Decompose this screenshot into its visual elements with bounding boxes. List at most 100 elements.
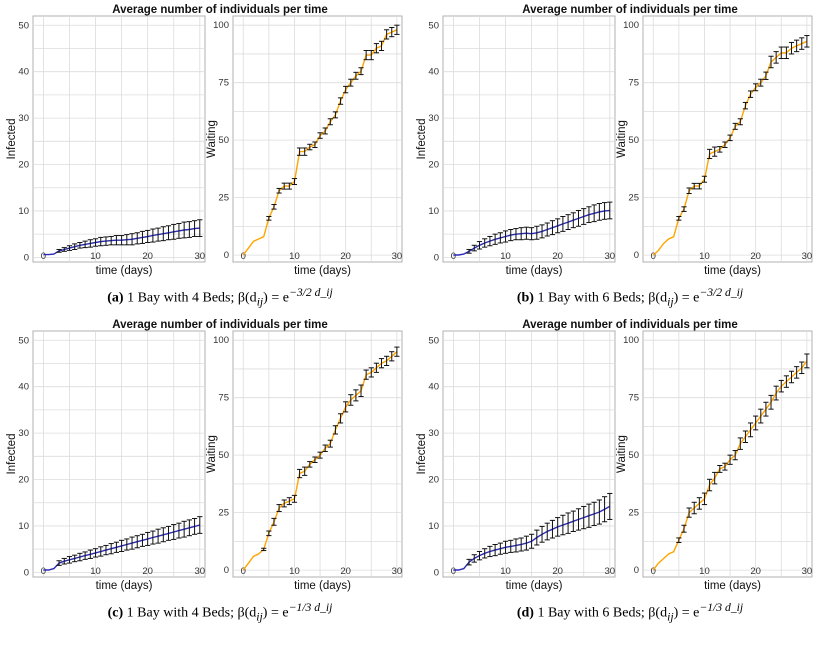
x-axis-label: time (days) (294, 265, 351, 277)
error-bar (327, 439, 333, 448)
x-tick-label: 10 (500, 251, 511, 262)
caption-subscript: ij (667, 295, 674, 309)
error-bar (139, 230, 146, 244)
x-tick-label: 10 (699, 251, 710, 262)
error-bar (691, 182, 697, 190)
error-bar (788, 370, 795, 384)
y-tick-label: 20 (428, 475, 439, 486)
x-tick-label: 10 (289, 566, 300, 577)
plot-area (32, 15, 206, 263)
error-bar (717, 146, 723, 153)
error-bar (373, 43, 379, 54)
error-bar (155, 528, 161, 544)
error-bar (696, 497, 702, 510)
error-bar (529, 227, 535, 241)
error-bar (518, 537, 524, 552)
error-bar (492, 544, 498, 557)
error-bar (281, 499, 287, 508)
error-bar (103, 544, 109, 556)
y-tick-label: 50 (428, 335, 439, 346)
error-bar (581, 208, 587, 225)
caption-subscript: ij (667, 610, 674, 624)
x-tick-label: 20 (340, 251, 351, 262)
error-bar (77, 552, 83, 562)
error-bar (732, 122, 738, 130)
error-bar (778, 46, 784, 60)
error-bar (165, 525, 172, 541)
error-bar (549, 220, 556, 236)
error-bar (353, 389, 359, 402)
error-bar (591, 204, 597, 223)
error-bar (389, 26, 395, 38)
plot-area (442, 330, 616, 578)
plot-area (642, 15, 813, 263)
error-bar (788, 41, 795, 55)
caption-text: 1 Bay with 4 Beds; β(d (126, 605, 257, 621)
error-bar (727, 134, 733, 142)
error-bar (353, 71, 359, 80)
x-axis-label: time (days) (704, 265, 761, 277)
error-bar (701, 492, 708, 506)
panel-title-c: Average number of individuals per time (112, 319, 328, 331)
error-bar (758, 78, 764, 87)
error-bar (717, 464, 723, 473)
error-bar (197, 516, 203, 534)
error-bar (373, 362, 379, 373)
error-bar (291, 178, 298, 186)
x-tick-label: 30 (194, 251, 205, 262)
error-bar (737, 437, 743, 450)
error-bar (701, 175, 708, 183)
error-bar (591, 501, 597, 526)
error-bar (124, 234, 130, 246)
error-bar (773, 51, 779, 64)
error-bar (191, 220, 198, 237)
error-bar (87, 239, 93, 248)
x-tick-label: 20 (142, 566, 153, 577)
error-bar (337, 413, 344, 424)
x-tick-label: 20 (750, 251, 761, 262)
caption-equals: ) = e (263, 290, 289, 306)
error-bar (758, 408, 764, 424)
y-tick-label: 30 (18, 428, 29, 439)
y-tick-label: 75 (628, 78, 639, 89)
y-tick-label: 100 (213, 335, 229, 346)
error-bar (575, 209, 582, 227)
panel-caption-b: (b) 1 Bay with 6 Beds; β(dij) = e−3/2 d_… (430, 286, 826, 308)
error-bar (783, 46, 789, 60)
error-bar (763, 401, 769, 417)
error-bar (555, 218, 561, 234)
panel-title-a: Average number of individuals per time (112, 4, 328, 16)
y-tick-label: 0 (434, 252, 439, 263)
error-bar (778, 379, 784, 393)
x-tick-label: 0 (41, 566, 46, 577)
error-bar (82, 551, 88, 560)
error-bar (87, 549, 93, 559)
error-bar (742, 430, 749, 444)
error-bar (783, 375, 789, 388)
waiting-chart: 0 25 50 75 100 0 10 20 30 time (days) Waiting (206, 15, 403, 277)
panel-title-b: Average number of individuals per time (522, 4, 738, 16)
caption-text: 1 Bay with 6 Beds; β(d (537, 605, 668, 621)
error-bar (363, 369, 369, 380)
y-tick-label: 30 (18, 113, 29, 124)
error-bar (742, 101, 749, 110)
error-bar (181, 221, 187, 239)
error-bar (160, 527, 166, 543)
y-tick-label: 0 (224, 250, 229, 261)
error-bar (768, 394, 774, 410)
caption-label: (c) (107, 605, 124, 621)
y-tick-label: 20 (18, 475, 29, 486)
x-tick-label: 30 (802, 566, 813, 577)
error-bar (513, 228, 519, 241)
error-bar (181, 520, 187, 538)
y-tick-label: 30 (428, 428, 439, 439)
error-bar (389, 351, 395, 362)
error-bar (586, 206, 592, 224)
error-bar (322, 127, 328, 135)
y-tick-label: 10 (428, 521, 439, 532)
error-bar (794, 366, 800, 379)
error-bar (98, 546, 104, 557)
x-tick-label: 30 (802, 251, 813, 262)
error-bar (471, 244, 477, 252)
